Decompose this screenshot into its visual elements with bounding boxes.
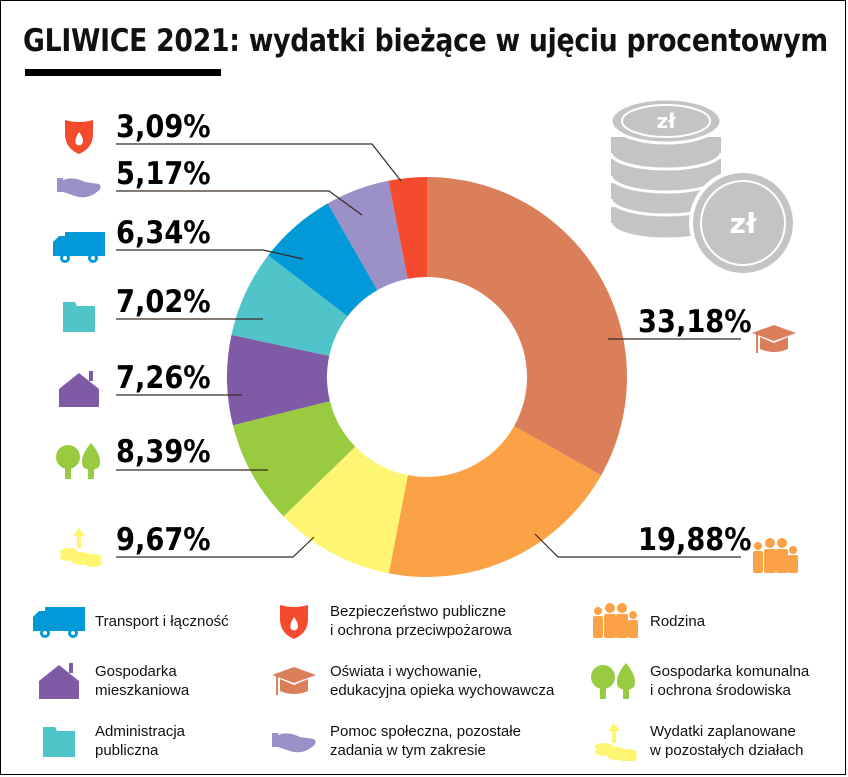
truck-icon: [53, 232, 105, 263]
legend-label-line2: i ochrona przeciwpożarowa: [330, 622, 512, 639]
legend-label: Rodzina: [650, 612, 845, 631]
legend-label-line1: Oświata i wychowanie,: [330, 663, 482, 680]
legend-label-line1: Wydatki zaplanowane: [650, 723, 796, 740]
legend-label-line1: Bezpieczeństwo publiczne: [330, 603, 506, 620]
legend-label: Bezpieczeństwo publiczne i ochrona przeci…: [330, 602, 560, 640]
value-label-social: 5,17%: [116, 156, 211, 192]
value-label-housing: 7,26%: [116, 360, 211, 396]
coins-stack-icon: zł zł: [609, 97, 797, 277]
legend-label-line2: i ochrona środowiska: [650, 682, 791, 699]
coin-top-currency: zł: [656, 109, 676, 133]
slice-communal: [232, 401, 356, 517]
family-icon: [593, 603, 638, 638]
folder-icon: [43, 727, 75, 757]
legend-item: Rodzina: [586, 601, 845, 641]
family-icon: [753, 538, 798, 573]
value-label-transport: 6,34%: [116, 215, 211, 251]
slice-transport: [268, 203, 378, 317]
legend-item: Bezpieczeństwo publiczne i ochrona przeci…: [266, 601, 560, 641]
coin-front-currency: zł: [730, 207, 757, 240]
legend-label: Gospodarka komunalna i ochrona środowiska: [650, 662, 845, 700]
legend-item: Oświata i wychowanie, edukacyjna opieka w…: [266, 661, 560, 701]
leader-line-social: [116, 190, 363, 216]
folder-icon: [63, 302, 95, 332]
legend-label: Transport i łączność: [95, 612, 325, 631]
legend-label-line2: edukacyjna opieka wychowawcza: [330, 682, 555, 699]
leader-line-family: [534, 533, 741, 558]
graduation-cap-icon: [752, 325, 796, 353]
trees-icon: [591, 663, 635, 699]
graduation-cap-icon: [272, 667, 316, 695]
coins-arrow-icon: [595, 723, 637, 761]
legend-label: Administracja publiczna: [95, 722, 325, 760]
legend-item: Transport i łączność: [31, 601, 325, 641]
coins-arrow-icon: [60, 528, 102, 567]
value-label-communal: 8,39%: [116, 434, 211, 470]
legend-label: Gospodarka mieszkaniowa: [95, 662, 325, 700]
legend-label: Pomoc społeczna, pozostałe zadania w tym …: [330, 722, 560, 760]
legend-item: Gospodarka komunalna i ochrona środowiska: [586, 661, 845, 701]
leader-line-transport: [116, 249, 304, 260]
legend-label-line2: w pozostałych działach: [650, 742, 804, 759]
value-label-education: 33,18%: [638, 304, 752, 340]
legend-item: Gospodarka mieszkaniowa: [31, 661, 325, 701]
legend-label-line2: publiczna: [95, 742, 159, 759]
value-label-safety: 3,09%: [116, 109, 211, 145]
page-title: GLIWICE 2021: wydatki bieżące w ujęciu p…: [23, 23, 828, 59]
legend-label-line2: zadania w tym zakresie: [330, 742, 486, 759]
legend-label: Wydatki zaplanowane w pozostałych działac…: [650, 722, 845, 760]
legend-label-line1: Administracja: [95, 723, 186, 740]
trees-icon: [56, 443, 100, 479]
legend-label-line1: Rodzina: [650, 612, 706, 630]
value-label-family: 19,88%: [638, 522, 752, 558]
legend-label: Oświata i wychowanie, edukacyjna opieka w…: [330, 662, 560, 700]
legend-label-line1: Pomoc społeczna, pozostałe: [330, 723, 521, 740]
slice-family: [388, 426, 602, 577]
value-label-other: 9,67%: [116, 522, 211, 558]
slice-other: [283, 446, 408, 574]
helping-hand-icon: [57, 178, 101, 198]
house-icon: [59, 371, 99, 407]
legend-item: Administracja publiczna: [31, 721, 325, 761]
fire-shield-icon: [65, 120, 93, 154]
title-underline: [25, 69, 221, 76]
legend-label-line1: Gospodarka komunalna: [650, 663, 810, 680]
leader-line-other: [116, 536, 315, 558]
slice-social: [327, 180, 408, 291]
house-icon: [39, 663, 79, 699]
slice-education: [427, 177, 628, 476]
legend-label-line1: Gospodarka: [95, 663, 177, 680]
leader-line-safety: [116, 143, 402, 182]
helping-hand-icon: [272, 733, 316, 753]
legend-label-line2: mieszkaniowa: [95, 682, 190, 699]
legend-item: Pomoc społeczna, pozostałe zadania w tym …: [266, 721, 560, 761]
slice-admin: [231, 255, 348, 356]
truck-icon: [33, 607, 85, 638]
slice-housing: [227, 334, 330, 426]
slice-safety: [388, 177, 427, 279]
legend-item: Wydatki zaplanowane w pozostałych działac…: [586, 721, 845, 761]
fire-shield-icon: [280, 605, 308, 639]
legend-label-line1: Transport i łączność: [95, 612, 229, 630]
value-label-admin: 7,02%: [116, 284, 211, 320]
